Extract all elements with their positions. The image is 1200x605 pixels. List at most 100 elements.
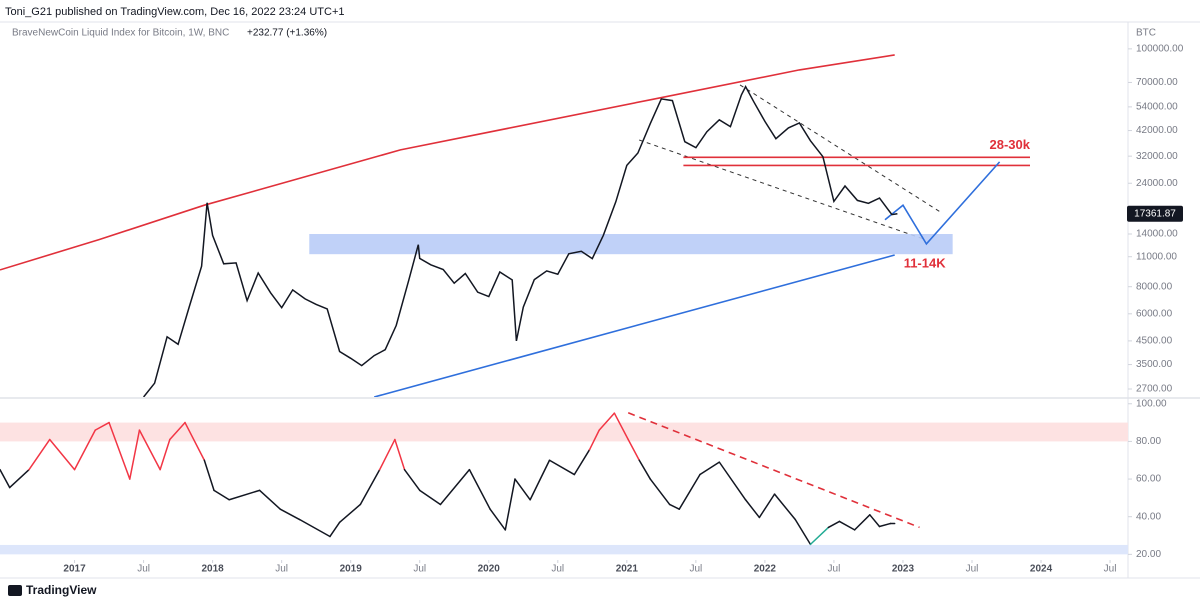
- line-segment: [678, 473, 701, 510]
- x-tick-label: Jul: [413, 564, 426, 575]
- line-segment: [838, 520, 856, 531]
- line-segment: [878, 522, 892, 528]
- line-segment: [758, 493, 776, 519]
- y-tick-label: 42000.00: [1136, 125, 1178, 136]
- x-tick-label: 2017: [63, 564, 86, 575]
- band: [0, 422, 1128, 442]
- level-label: 28-30k: [989, 137, 1030, 152]
- line-segment: [827, 520, 841, 529]
- line-segment: [869, 514, 881, 528]
- line-segment: [213, 489, 230, 501]
- x-tick-label: Jul: [1104, 564, 1117, 575]
- y-tick-label: 100.00: [1136, 398, 1167, 409]
- line-segment: [184, 421, 206, 461]
- line-segment: [169, 421, 186, 441]
- line-segment: [138, 429, 161, 471]
- line-segment: [403, 468, 421, 492]
- y-tick-label: 11000.00: [1136, 251, 1177, 262]
- line-segment: [359, 468, 381, 506]
- line-segment: [573, 448, 591, 476]
- y-tick-label: 40.00: [1136, 511, 1161, 522]
- y-tick-label: 14000.00: [1136, 229, 1178, 240]
- zone-label: 11-14K: [904, 256, 947, 271]
- y-tick-label: 32000.00: [1136, 151, 1178, 162]
- line-segment: [94, 421, 110, 431]
- line-segment: [627, 438, 640, 461]
- logo: TradingView: [8, 583, 97, 597]
- drawing-line: [627, 412, 920, 529]
- line-segment: [0, 468, 11, 489]
- line-segment: [718, 461, 747, 501]
- line-segment: [378, 438, 396, 471]
- x-tick-label: Jul: [689, 564, 702, 575]
- line-segment: [598, 412, 616, 431]
- x-tick-label: Jul: [551, 564, 564, 575]
- logo-icon: [8, 585, 22, 596]
- line-segment: [468, 468, 491, 510]
- zone: [309, 234, 953, 255]
- line-segment: [159, 438, 171, 471]
- band: [0, 544, 1128, 555]
- y-tick-label: 80.00: [1136, 436, 1161, 447]
- x-tick-label: 2019: [340, 564, 363, 575]
- last-price-box: [1127, 205, 1183, 222]
- line-segment: [504, 478, 516, 531]
- x-tick-label: Jul: [966, 564, 979, 575]
- x-tick-label: 2018: [201, 564, 224, 575]
- y-tick-label: 2700.00: [1136, 384, 1173, 395]
- line-segment: [418, 489, 442, 506]
- line-segment: [853, 514, 871, 531]
- line-segment: [228, 489, 261, 501]
- x-tick-label: 2020: [478, 564, 501, 575]
- x-tick-label: 2024: [1030, 564, 1053, 575]
- drawing-line: [0, 54, 895, 271]
- x-tick-label: 2022: [754, 564, 777, 575]
- y-tick-label: 3500.00: [1136, 359, 1173, 370]
- line-segment: [529, 459, 551, 501]
- line-segment: [28, 438, 51, 471]
- plot-area: 28-30k 11-14K: [0, 54, 1031, 397]
- y-tick-label: 24000.00: [1136, 178, 1178, 189]
- line-segment: [548, 459, 576, 476]
- line-segment: [108, 421, 131, 480]
- chart-subtitle: BraveNewCoin Liquid Index for Bitcoin, 1…: [12, 28, 229, 39]
- line-segment: [514, 478, 531, 501]
- x-tick-label: Jul: [137, 564, 150, 575]
- line-segment: [638, 459, 652, 480]
- line-segment: [203, 459, 215, 492]
- y-tick-label: 60.00: [1136, 474, 1161, 485]
- price-line: [143, 84, 898, 397]
- line-segment: [649, 478, 671, 506]
- y-tick-label: 54000.00: [1136, 102, 1178, 113]
- header-title: Toni_G21 published on TradingView.com, D…: [5, 6, 345, 18]
- line-segment: [613, 412, 629, 441]
- line-segment: [439, 468, 471, 506]
- line-segment: [48, 438, 76, 471]
- line-segment: [588, 429, 600, 451]
- line-segment: [809, 526, 830, 546]
- line-segment: [794, 518, 812, 546]
- change-label: +232.77 (+1.36%): [247, 28, 327, 39]
- y-tick-label: 8000.00: [1136, 281, 1173, 292]
- x-tick-label: Jul: [275, 564, 288, 575]
- plot-area: [0, 412, 1128, 555]
- line-segment: [668, 503, 681, 510]
- last-price-label: 17361.87: [1134, 208, 1176, 219]
- line-segment: [129, 429, 141, 480]
- line-segment: [699, 461, 721, 476]
- x-tick-label: Jul: [828, 564, 841, 575]
- drawing-line: [884, 161, 1001, 246]
- x-tick-label: 2021: [616, 564, 639, 575]
- line-segment: [73, 429, 97, 471]
- y-tick-label: 20.00: [1136, 549, 1161, 560]
- y-tick-label: 70000.00: [1136, 77, 1178, 88]
- line-segment: [298, 518, 331, 538]
- line-segment: [338, 503, 362, 524]
- logo-text: TradingView: [26, 583, 97, 597]
- axis-unit: BTC: [1136, 28, 1156, 39]
- line-segment: [744, 499, 761, 519]
- drawing-line: [373, 254, 895, 397]
